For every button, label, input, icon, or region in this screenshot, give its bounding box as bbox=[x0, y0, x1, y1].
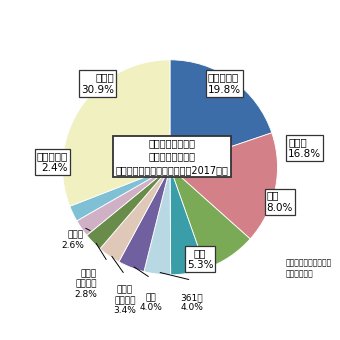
Text: ニュー
バランス
3.4%: ニュー バランス 3.4% bbox=[114, 286, 136, 315]
Wedge shape bbox=[77, 167, 170, 235]
Wedge shape bbox=[170, 133, 277, 239]
Text: スケッ
チャーズ
2.8%: スケッ チャーズ 2.8% bbox=[74, 269, 97, 299]
Text: 李寧
5.3%: 李寧 5.3% bbox=[187, 248, 213, 270]
Wedge shape bbox=[70, 167, 170, 221]
Wedge shape bbox=[63, 60, 170, 206]
Wedge shape bbox=[170, 167, 250, 269]
Text: ナイキ
16.8%: ナイキ 16.8% bbox=[288, 137, 321, 159]
Text: 安踏
8.0%: 安踏 8.0% bbox=[267, 190, 293, 213]
Text: 中国スポーツ市場
ブランド別シェア
（シューズ、アパレル分野。2017年）: 中国スポーツ市場 ブランド別シェア （シューズ、アパレル分野。2017年） bbox=[116, 138, 228, 175]
Wedge shape bbox=[144, 167, 171, 275]
Wedge shape bbox=[87, 167, 170, 249]
Wedge shape bbox=[170, 60, 272, 167]
Text: （出所）各種資料より
東洋証券作成: （出所）各種資料より 東洋証券作成 bbox=[286, 259, 332, 279]
Wedge shape bbox=[170, 167, 206, 275]
Wedge shape bbox=[119, 167, 170, 272]
Text: フィラ
2.6%: フィラ 2.6% bbox=[61, 231, 84, 250]
Text: コンバース
2.4%: コンバース 2.4% bbox=[37, 151, 68, 173]
Text: アディダス
19.8%: アディダス 19.8% bbox=[208, 72, 241, 95]
Text: 361度
4.0%: 361度 4.0% bbox=[181, 293, 204, 312]
Wedge shape bbox=[100, 167, 170, 262]
Text: 特步
4.0%: 特步 4.0% bbox=[139, 293, 162, 312]
Text: その他
30.9%: その他 30.9% bbox=[81, 72, 114, 95]
